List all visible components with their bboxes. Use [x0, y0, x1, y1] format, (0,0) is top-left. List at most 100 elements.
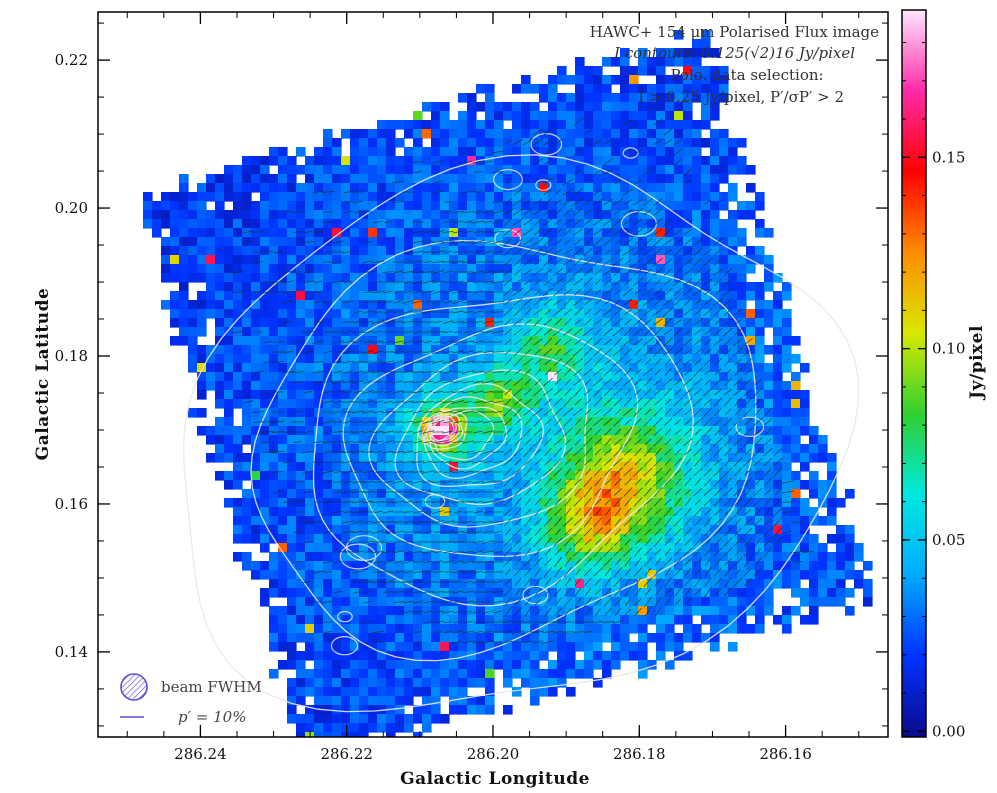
- map-pixel: [764, 579, 774, 589]
- map-pixel: [746, 165, 756, 175]
- map-pixel: [782, 489, 792, 499]
- map-pixel: [620, 318, 630, 328]
- map-pixel: [287, 480, 297, 490]
- map-pixel: [260, 588, 270, 598]
- map-pixel: [314, 255, 324, 265]
- map-pixel: [386, 165, 396, 175]
- map-pixel: [638, 264, 648, 274]
- map-pixel: [494, 255, 504, 265]
- map-pixel: [476, 543, 486, 553]
- map-pixel: [350, 390, 360, 400]
- map-pixel: [485, 345, 495, 355]
- map-pixel: [449, 381, 459, 391]
- polarisation-vector: [632, 277, 644, 287]
- polarisation-vector: [273, 341, 283, 343]
- map-pixel: [296, 732, 306, 737]
- map-pixel: [701, 156, 711, 166]
- polarisation-vector: [623, 327, 633, 337]
- map-pixel: [638, 462, 648, 472]
- map-pixel: [665, 471, 675, 481]
- map-pixel: [224, 471, 234, 481]
- map-pixel: [179, 210, 189, 220]
- map-pixel: [404, 615, 414, 625]
- map-pixel: [710, 435, 720, 445]
- map-pixel: [728, 336, 738, 346]
- map-pixel: [413, 525, 423, 535]
- polarisation-vector: [583, 357, 593, 367]
- map-pixel: [260, 210, 270, 220]
- map-pixel: [800, 462, 810, 472]
- map-pixel: [404, 363, 414, 373]
- polarisation-vector: [483, 220, 493, 224]
- map-pixel: [827, 597, 837, 607]
- map-pixel: [314, 210, 324, 220]
- map-pixel: [800, 588, 810, 598]
- map-pixel: [242, 552, 252, 562]
- map-pixel: [800, 363, 810, 373]
- map-pixel: [521, 228, 531, 238]
- map-pixel: [215, 318, 225, 328]
- map-pixel: [638, 192, 648, 202]
- map-pixel: [512, 345, 522, 355]
- polarisation-vector: [663, 328, 673, 336]
- map-pixel: [539, 84, 549, 94]
- map-pixel: [512, 120, 522, 130]
- map-pixel: [611, 75, 621, 85]
- map-pixel: [458, 660, 468, 670]
- map-pixel: [458, 678, 468, 688]
- map-pixel: [503, 561, 513, 571]
- polarisation-vector: [593, 356, 603, 368]
- map-pixel: [584, 84, 594, 94]
- map-pixel: [260, 399, 270, 409]
- map-pixel: [341, 390, 351, 400]
- map-pixel: [440, 291, 450, 301]
- map-pixel: [485, 642, 495, 652]
- map-pixel: [728, 237, 738, 247]
- map-pixel: [233, 534, 243, 544]
- map-pixel: [341, 696, 351, 706]
- map-pixel: [557, 66, 567, 76]
- map-pixel: [629, 525, 639, 535]
- map-pixel: [656, 597, 666, 607]
- map-pixel: [224, 210, 234, 220]
- map-pixel: [566, 318, 576, 328]
- map-pixel: [305, 219, 315, 229]
- map-pixel: [467, 570, 477, 580]
- map-pixel: [242, 318, 252, 328]
- map-pixel: [287, 633, 297, 643]
- map-pixel: [179, 201, 189, 211]
- map-pixel: [755, 192, 765, 202]
- polarisation-vector: [301, 241, 315, 243]
- map-pixel: [548, 264, 558, 274]
- map-pixel: [656, 210, 666, 220]
- map-pixel: [359, 174, 369, 184]
- map-pixel: [359, 345, 369, 355]
- map-pixel: [674, 633, 684, 643]
- map-pixel: [386, 660, 396, 670]
- map-pixel: [359, 228, 369, 238]
- polarisation-vector: [653, 298, 663, 306]
- map-pixel: [584, 354, 594, 364]
- map-pixel: [845, 543, 855, 553]
- map-pixel: [485, 471, 495, 481]
- map-pixel: [629, 318, 639, 328]
- polarisation-vector: [643, 347, 653, 357]
- map-pixel: [827, 498, 837, 508]
- map-pixel: [755, 588, 765, 598]
- map-pixel: [494, 336, 504, 346]
- map-pixel: [836, 570, 846, 580]
- polarisation-vector: [413, 311, 423, 313]
- polarisation-vector: [283, 351, 293, 353]
- map-pixel: [404, 570, 414, 580]
- map-pixel: [503, 399, 513, 409]
- map-pixel: [701, 174, 711, 184]
- map-pixel: [386, 624, 396, 634]
- map-pixel: [296, 570, 306, 580]
- map-pixel: [836, 498, 846, 508]
- map-pixel: [737, 336, 747, 346]
- polarisation-vector: [674, 319, 682, 325]
- map-pixel: [575, 444, 585, 454]
- map-pixel: [251, 444, 261, 454]
- polarisation-vector: [443, 290, 453, 294]
- polarisation-vector: [253, 290, 263, 294]
